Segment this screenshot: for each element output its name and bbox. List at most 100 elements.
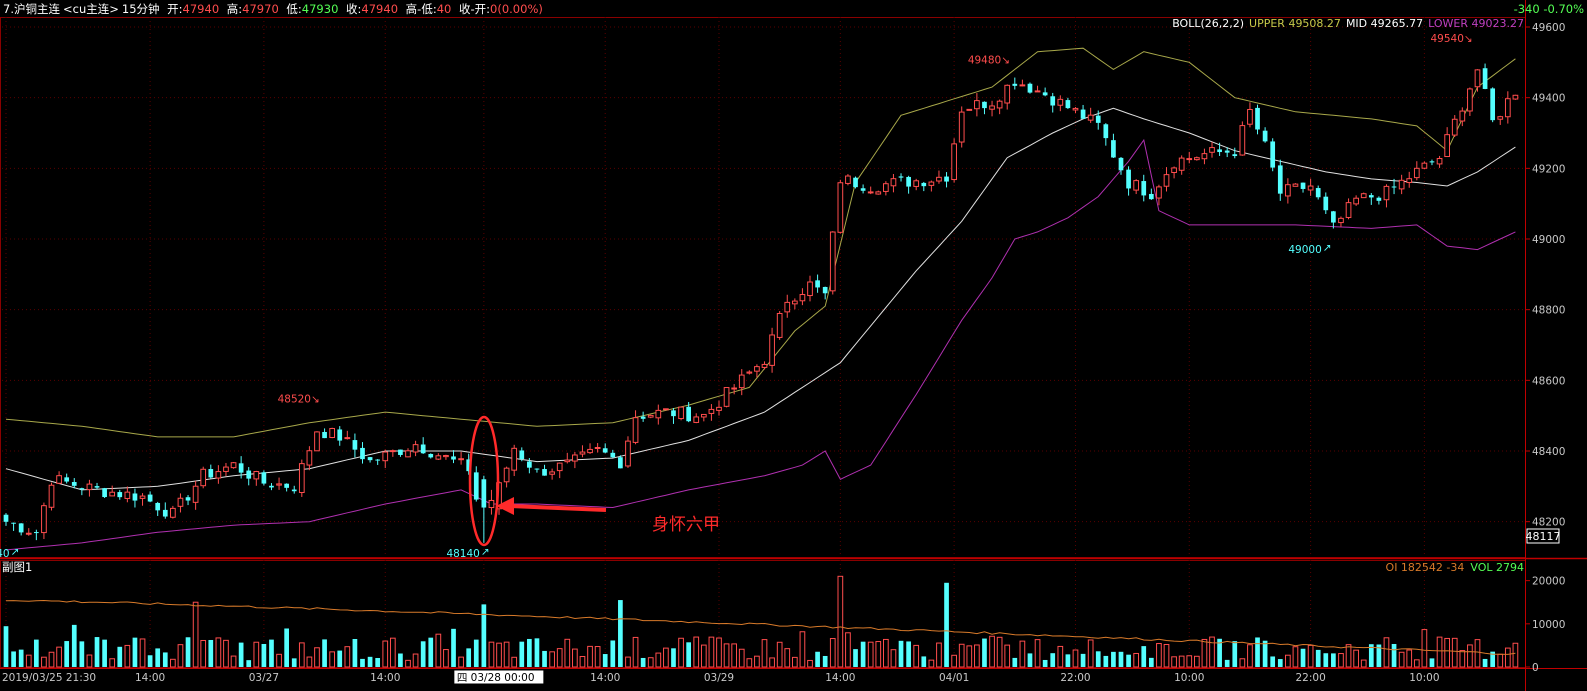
candle[interactable] — [139, 493, 146, 506]
candle[interactable] — [791, 298, 798, 310]
candle[interactable] — [587, 443, 593, 454]
candle[interactable] — [1148, 188, 1154, 200]
candle[interactable] — [883, 181, 889, 196]
candle[interactable] — [534, 468, 540, 473]
candle[interactable] — [18, 523, 24, 536]
candle[interactable] — [1338, 216, 1344, 227]
candle[interactable] — [1292, 183, 1299, 187]
candle[interactable] — [162, 502, 168, 519]
candle[interactable] — [618, 455, 623, 469]
candle[interactable] — [1497, 115, 1504, 125]
candle[interactable] — [511, 444, 518, 477]
candle[interactable] — [647, 414, 654, 419]
candle[interactable] — [1141, 174, 1147, 202]
candle[interactable] — [556, 462, 563, 479]
candle[interactable] — [382, 449, 389, 469]
candle[interactable] — [572, 451, 578, 469]
candle[interactable] — [1270, 138, 1276, 172]
candle[interactable] — [845, 174, 851, 186]
candle[interactable] — [3, 513, 9, 526]
candle[interactable] — [1413, 161, 1420, 181]
candle[interactable] — [223, 462, 229, 477]
candle[interactable] — [1186, 151, 1193, 164]
candle[interactable] — [102, 487, 107, 499]
candle[interactable] — [1277, 159, 1283, 201]
candle[interactable] — [11, 522, 16, 531]
candle[interactable] — [1087, 107, 1094, 123]
candle[interactable] — [837, 179, 844, 234]
candle[interactable] — [761, 361, 768, 370]
candle[interactable] — [700, 413, 707, 422]
candle[interactable] — [117, 489, 123, 500]
candle[interactable] — [671, 408, 676, 424]
candle[interactable] — [1490, 87, 1496, 123]
candle[interactable] — [109, 485, 116, 497]
candle[interactable] — [94, 482, 100, 490]
candle[interactable] — [1512, 94, 1519, 100]
candle[interactable] — [625, 436, 631, 468]
candle[interactable] — [640, 411, 646, 422]
candle[interactable] — [944, 172, 949, 188]
candle[interactable] — [1262, 127, 1268, 143]
candle[interactable] — [64, 473, 70, 484]
candle[interactable] — [1391, 178, 1397, 195]
candle[interactable] — [276, 477, 282, 490]
candle[interactable] — [1368, 193, 1374, 205]
candle[interactable] — [1307, 178, 1314, 196]
candle[interactable] — [291, 485, 297, 494]
candle[interactable] — [337, 426, 343, 446]
candle[interactable] — [1080, 104, 1086, 119]
candle[interactable] — [1012, 77, 1018, 90]
candle[interactable] — [527, 458, 532, 474]
candle[interactable] — [1019, 79, 1026, 87]
candle[interactable] — [398, 449, 403, 457]
candle[interactable] — [822, 286, 828, 300]
candle[interactable] — [1239, 121, 1246, 156]
candle[interactable] — [1255, 104, 1260, 135]
candle[interactable] — [776, 311, 783, 340]
candle[interactable] — [1118, 156, 1124, 175]
candle[interactable] — [1451, 115, 1458, 138]
candle[interactable] — [360, 442, 365, 464]
candle[interactable] — [71, 478, 77, 489]
candle[interactable] — [693, 413, 700, 424]
candle[interactable] — [48, 482, 55, 511]
candle[interactable] — [25, 528, 32, 536]
candle[interactable] — [170, 505, 176, 519]
candle[interactable] — [542, 464, 547, 476]
candle[interactable] — [1398, 174, 1405, 195]
candle[interactable] — [860, 184, 866, 194]
candle[interactable] — [1315, 185, 1321, 200]
candle[interactable] — [503, 466, 510, 488]
candle[interactable] — [488, 489, 495, 515]
candle[interactable] — [1444, 127, 1451, 158]
candle[interactable] — [389, 449, 396, 457]
candle[interactable] — [428, 453, 434, 459]
candle[interactable] — [1459, 107, 1466, 127]
candle[interactable] — [519, 447, 525, 462]
candle[interactable] — [982, 101, 987, 115]
candle[interactable] — [375, 459, 381, 465]
candle[interactable] — [602, 443, 608, 454]
candle[interactable] — [298, 459, 305, 497]
candle[interactable] — [1133, 179, 1140, 195]
candle[interactable] — [1171, 166, 1177, 179]
candle[interactable] — [458, 451, 464, 465]
candle[interactable] — [1247, 102, 1253, 128]
candlesticks[interactable] — [3, 63, 1519, 543]
candle[interactable] — [723, 387, 730, 408]
candle[interactable] — [799, 288, 806, 306]
candle[interactable] — [261, 470, 267, 486]
candle[interactable] — [1027, 82, 1033, 94]
candle[interactable] — [867, 186, 874, 195]
volume-bars[interactable] — [3, 575, 1519, 668]
candle[interactable] — [890, 173, 897, 193]
candle[interactable] — [579, 445, 586, 458]
candle[interactable] — [86, 479, 93, 497]
candle[interactable] — [936, 170, 942, 184]
candle[interactable] — [1504, 91, 1511, 124]
candle[interactable] — [1111, 133, 1116, 159]
candle[interactable] — [1217, 142, 1222, 156]
candle[interactable] — [738, 369, 745, 396]
